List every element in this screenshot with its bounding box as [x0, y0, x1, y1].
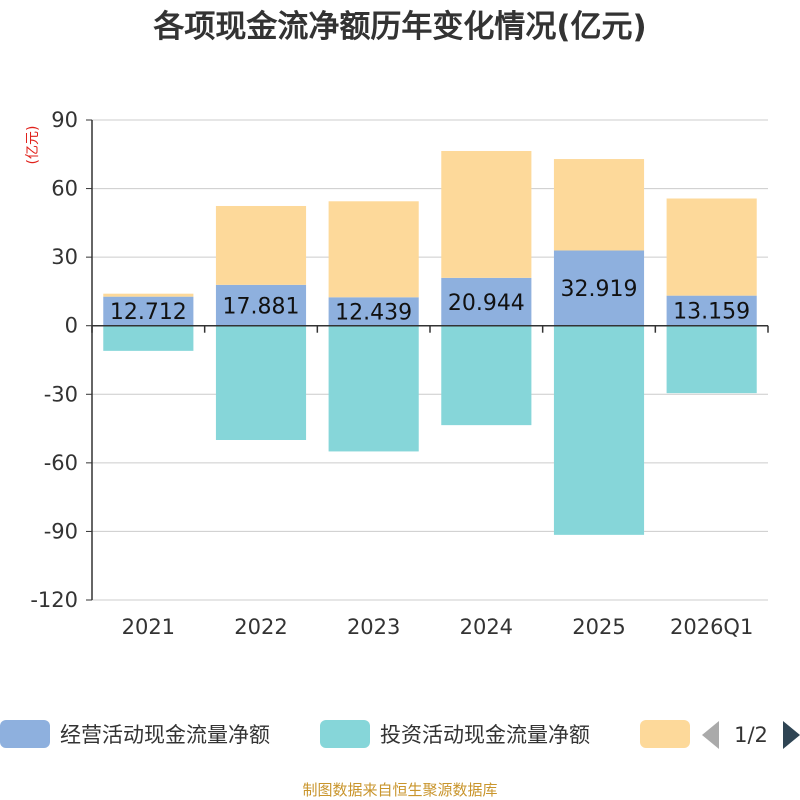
data-labels: 12.712 17.881 12.439 20.944 32.919 13.159	[110, 277, 750, 325]
y-tick-label: -30	[44, 382, 78, 406]
y-tick-label: -60	[44, 451, 78, 475]
y-tick-label: 60	[51, 177, 78, 201]
chart-title: 各项现金流净额历年变化情况(亿元)	[152, 9, 646, 45]
bar-series2-2026Q1[interactable]	[666, 325, 757, 394]
bar-series2-2025[interactable]	[553, 325, 645, 535]
bar-series3-2022[interactable]	[215, 205, 307, 285]
bar-series3-2023[interactable]	[328, 201, 419, 298]
legend-page-indicator: 1/2	[734, 723, 768, 747]
y-tick-label: -90	[44, 519, 78, 543]
legend-next-icon[interactable]	[783, 721, 800, 749]
bar-series3-2024[interactable]	[441, 150, 532, 278]
bar-series1-2023[interactable]	[328, 297, 419, 326]
bar-series3-2021[interactable]	[103, 293, 194, 297]
legend-label-1[interactable]: 经营活动现金流量净额	[60, 723, 270, 747]
gridlines	[92, 119, 768, 601]
data-label-2026Q1: 13.159	[673, 300, 750, 325]
legend-swatch-3[interactable]	[640, 720, 690, 748]
data-label-2024: 20.944	[448, 291, 525, 316]
legend-swatch-2[interactable]	[320, 720, 370, 748]
axes: 90 60 30 0 -30 -60 -90 -120 2021 2022 2023 2024 2025…	[30, 108, 769, 639]
x-tick-label: 2023	[347, 615, 400, 639]
legend-prev-icon[interactable]	[702, 721, 719, 749]
bar-series1-2025[interactable]	[553, 250, 645, 326]
bar-series3-2026Q1[interactable]	[666, 198, 757, 296]
y-tick-label: -120	[30, 588, 78, 612]
bars	[103, 150, 757, 535]
y-tick-label: 0	[65, 314, 78, 338]
x-tick-label: 2021	[122, 615, 175, 639]
y-tick-label: 30	[51, 245, 78, 269]
bar-series2-2021[interactable]	[103, 325, 194, 351]
bar-series3-2025[interactable]	[553, 159, 645, 251]
x-tick-label: 2024	[460, 615, 513, 639]
legend: 经营活动现金流量净额 投资活动现金流量净额 1/2	[0, 720, 800, 749]
y-axis-label: (亿元)	[25, 126, 41, 165]
bar-series2-2023[interactable]	[328, 325, 419, 452]
bar-series2-2024[interactable]	[441, 325, 532, 426]
bar-series1-2021[interactable]	[103, 296, 194, 326]
x-tick-label: 2022	[234, 615, 287, 639]
legend-label-2[interactable]: 投资活动现金流量净额	[380, 723, 590, 747]
bar-series1-2024[interactable]	[441, 277, 532, 326]
data-label-2021: 12.712	[110, 300, 187, 325]
bar-series2-2022[interactable]	[215, 325, 307, 440]
bar-series1-2026Q1[interactable]	[666, 295, 757, 326]
legend-swatch-1[interactable]	[0, 720, 50, 748]
bar-series1-2022[interactable]	[215, 284, 307, 326]
data-label-2022: 17.881	[223, 294, 300, 319]
y-tick-label: 90	[51, 108, 78, 132]
data-label-2025: 32.919	[561, 277, 638, 302]
x-tick-label: 2026Q1	[670, 615, 753, 639]
source-note: 制图数据来自恒生聚源数据库	[302, 781, 497, 799]
x-tick-label: 2025	[572, 615, 625, 639]
data-label-2023: 12.439	[335, 300, 412, 325]
